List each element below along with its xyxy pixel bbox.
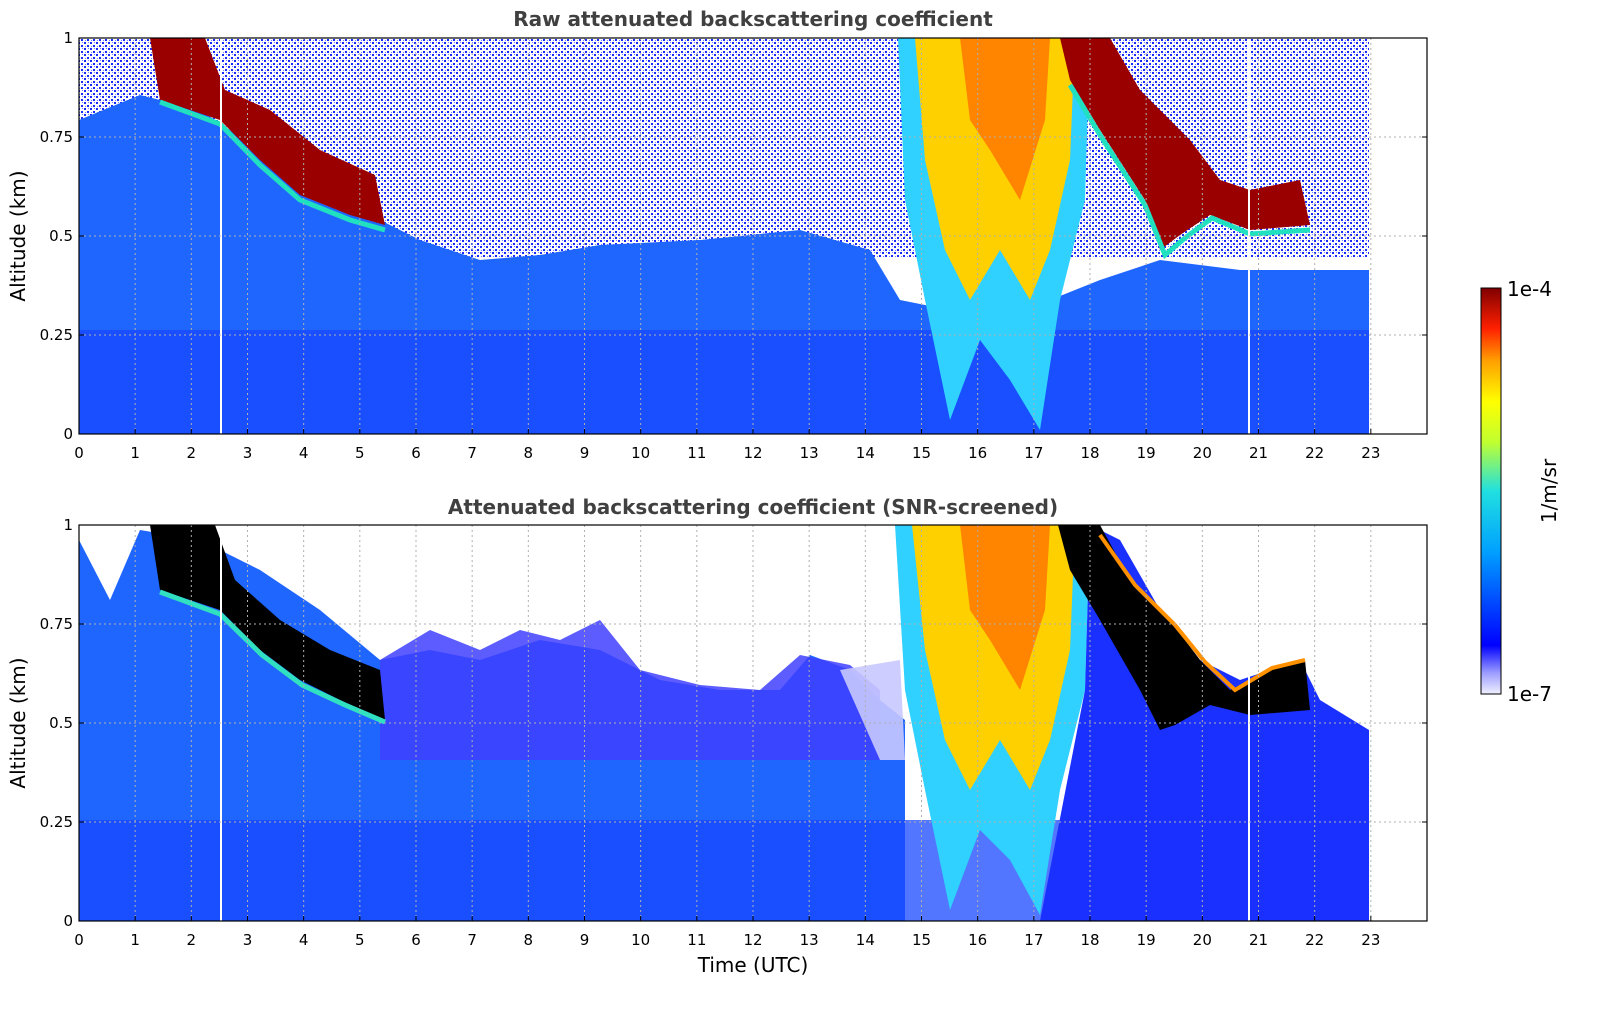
x-tick-label: 2 (187, 444, 197, 462)
y-tick-label: 0.5 (49, 714, 73, 732)
panel2-y-ticks: 0 0.25 0.5 0.75 1 (40, 516, 1427, 930)
x-tick-label: 9 (580, 444, 590, 462)
y-tick-label: 0 (63, 425, 73, 443)
x-tick-label: 22 (1305, 444, 1324, 462)
panel2-grid (79, 525, 1427, 921)
x-tick-label: 20 (1193, 931, 1212, 949)
x-tick-label: 19 (1137, 931, 1156, 949)
x-tick-label: 3 (243, 444, 253, 462)
panel2-cloud-band (150, 525, 385, 720)
panel1-title: Raw attenuated backscattering coefficien… (513, 7, 993, 31)
x-tick-label: 16 (968, 444, 987, 462)
x-tick-label: 9 (580, 931, 590, 949)
x-tick-label: 11 (687, 444, 706, 462)
x-tick-label: 12 (743, 931, 762, 949)
x-tick-label: 5 (355, 931, 365, 949)
panel1-upper-layer-edge (1067, 83, 1311, 260)
panel1-surface-layer (79, 330, 1369, 434)
panel1-cloud-edge (159, 99, 386, 233)
x-tick-label: 3 (243, 931, 253, 949)
x-tick-label: 21 (1249, 931, 1268, 949)
colorbar: 1e-4 1e-7 1/m/sr (1480, 277, 1561, 706)
x-tick-label: 7 (467, 444, 477, 462)
panel2-faint-region (380, 620, 880, 760)
x-tick-label: 0 (74, 444, 84, 462)
panel1-convective-hot (960, 38, 1050, 200)
x-tick-label: 22 (1305, 931, 1324, 949)
x-tick-label: 17 (1024, 444, 1043, 462)
x-tick-label: 8 (524, 931, 534, 949)
y-tick-label: 0 (63, 912, 73, 930)
x-tick-label: 19 (1137, 444, 1156, 462)
panel2-nodata (1370, 525, 1427, 921)
colorbar-max-label: 1e-4 (1507, 277, 1552, 301)
panel1-grid (79, 38, 1427, 434)
x-tick-label: 7 (467, 931, 477, 949)
x-tick-label: 23 (1361, 931, 1380, 949)
x-tick-label: 6 (411, 444, 421, 462)
x-tick-label: 0 (74, 931, 84, 949)
panel2-title: Attenuated backscattering coefficient (S… (448, 495, 1058, 519)
y-tick-label: 0.75 (40, 128, 73, 146)
x-tick-label: 10 (631, 931, 650, 949)
x-tick-label: 18 (1080, 931, 1099, 949)
x-tick-label: 1 (130, 444, 140, 462)
colorbar-unit-label: 1/m/sr (1537, 458, 1561, 523)
x-tick-label: 2 (187, 931, 197, 949)
panel1-nodata (1370, 38, 1427, 434)
x-tick-label: 14 (856, 444, 875, 462)
x-tick-label: 11 (687, 931, 706, 949)
x-tick-label: 23 (1361, 444, 1380, 462)
panel2-pale-patches (840, 660, 905, 760)
x-tick-label: 14 (856, 931, 875, 949)
x-tick-label: 21 (1249, 444, 1268, 462)
panel2-x-ticks: 0 1 2 3 4 5 6 7 8 9 10 11 12 13 14 15 16 17 18 19 20 21 22 23 (74, 916, 1380, 949)
x-tick-label: 16 (968, 931, 987, 949)
x-tick-label: 18 (1080, 444, 1099, 462)
x-tick-label: 6 (411, 931, 421, 949)
x-tick-label: 8 (524, 444, 534, 462)
y-tick-label: 1 (63, 29, 73, 47)
x-tick-label: 15 (912, 444, 931, 462)
y-tick-label: 0.75 (40, 615, 73, 633)
x-tick-label: 13 (800, 931, 819, 949)
panel1-ylabel: Altitude (km) (6, 170, 30, 301)
x-tick-label: 10 (631, 444, 650, 462)
panel2-upper-layer (1058, 525, 1310, 730)
x-tick-label: 13 (800, 444, 819, 462)
panel2-ylabel: Altitude (km) (6, 657, 30, 788)
x-tick-label: 12 (743, 444, 762, 462)
panel1-y-ticks: 0 0.25 0.5 0.75 1 (40, 29, 1427, 443)
panel1-x-ticks: 0 1 2 3 4 5 6 7 8 9 10 11 12 13 14 15 16 17 18 19 20 21 22 23 (74, 429, 1380, 462)
x-tick-label: 4 (299, 444, 309, 462)
panel1-cloud-band (150, 38, 385, 225)
panel2-upper-layer-edge (1098, 533, 1306, 693)
x-axis-label: Time (UTC) (697, 953, 809, 977)
y-tick-label: 1 (63, 516, 73, 534)
y-tick-label: 0.25 (40, 326, 73, 344)
x-tick-label: 15 (912, 931, 931, 949)
x-tick-label: 4 (299, 931, 309, 949)
panel2-convective-hot (960, 525, 1050, 690)
x-tick-label: 5 (355, 444, 365, 462)
x-tick-label: 20 (1193, 444, 1212, 462)
y-tick-label: 0.25 (40, 813, 73, 831)
x-tick-label: 1 (130, 931, 140, 949)
x-tick-label: 17 (1024, 931, 1043, 949)
snr-screened-panel: Attenuated backscattering coefficient (S… (6, 495, 1428, 977)
colorbar-gradient (1480, 287, 1502, 695)
raw-backscatter-panel: Raw attenuated backscattering coefficien… (6, 7, 1428, 462)
colorbar-min-label: 1e-7 (1507, 682, 1552, 706)
panel2-cloud-edge (159, 589, 386, 725)
y-tick-label: 0.5 (49, 227, 73, 245)
panel1-upper-layer (1060, 38, 1310, 250)
